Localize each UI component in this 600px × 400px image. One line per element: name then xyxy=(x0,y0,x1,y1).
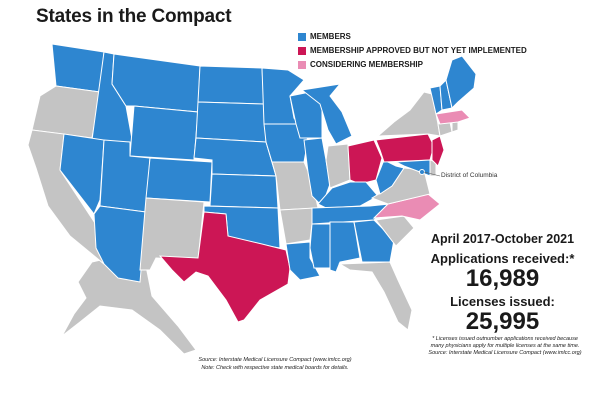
footnote-note: * Licenses issued outnumber applications… xyxy=(430,336,580,349)
legend-item-members: MEMBERS xyxy=(298,30,527,43)
date-range: April 2017-October 2021 xyxy=(430,232,575,246)
state-WA xyxy=(51,43,105,93)
state-IN xyxy=(325,143,351,189)
source-line: Source: Interstate Medical Licensure Com… xyxy=(198,357,352,363)
state-MA xyxy=(435,109,471,125)
state-NY xyxy=(376,91,441,137)
licenses-label: Licenses issued: xyxy=(450,294,555,309)
legend-swatch-considering xyxy=(298,60,306,69)
legend-swatch-approved xyxy=(298,46,306,55)
state-KS xyxy=(209,173,279,209)
dc-label: District of Columbia xyxy=(441,172,498,179)
state-TX xyxy=(158,211,291,323)
state-ME xyxy=(445,55,477,110)
state-FL xyxy=(338,261,413,331)
page-title: States in the Compact xyxy=(36,6,232,27)
stats-panel: April 2017-October 2021 Applications rec… xyxy=(430,232,575,335)
state-OR xyxy=(31,85,101,139)
applications-label: Applications received:* xyxy=(430,251,575,266)
dc-marker xyxy=(419,169,425,175)
licenses-value: 25,995 xyxy=(465,308,540,335)
legend-label: MEMBERS xyxy=(310,32,351,41)
state-MI xyxy=(300,83,353,145)
state-SC xyxy=(375,215,415,247)
legend-label: MEMBERSHIP APPROVED BUT NOT YET IMPLEMEN… xyxy=(310,46,527,55)
state-CO xyxy=(145,157,213,203)
legend-item-considering: CONSIDERING MEMBERSHIP xyxy=(298,58,527,71)
state-ND xyxy=(197,65,265,105)
state-AR xyxy=(279,207,315,245)
state-NV xyxy=(59,133,105,215)
state-NM xyxy=(139,197,205,271)
footnote: * Licenses issued outnumber applications… xyxy=(425,336,585,357)
legend-label: CONSIDERING MEMBERSHIP xyxy=(310,60,423,69)
state-PA xyxy=(375,133,435,163)
footnote-source: Source: Interstate Medical Licensure Com… xyxy=(428,350,582,356)
state-MS xyxy=(309,223,331,269)
applications-value: 16,989 xyxy=(465,265,540,292)
state-NJ xyxy=(431,135,445,167)
state-SD xyxy=(195,101,267,143)
source-note: Source: Interstate Medical Licensure Com… xyxy=(190,357,360,372)
legend: MEMBERS MEMBERSHIP APPROVED BUT NOT YET … xyxy=(298,30,527,72)
note-line: Note: Check with respective state medica… xyxy=(201,364,349,371)
legend-swatch-members xyxy=(298,32,306,41)
legend-item-approved: MEMBERSHIP APPROVED BUT NOT YET IMPLEMEN… xyxy=(298,44,527,57)
dc-leader-line xyxy=(423,171,441,177)
state-MT xyxy=(111,53,201,113)
state-RI xyxy=(451,121,459,133)
state-AK xyxy=(61,255,197,355)
state-WY xyxy=(129,105,199,161)
